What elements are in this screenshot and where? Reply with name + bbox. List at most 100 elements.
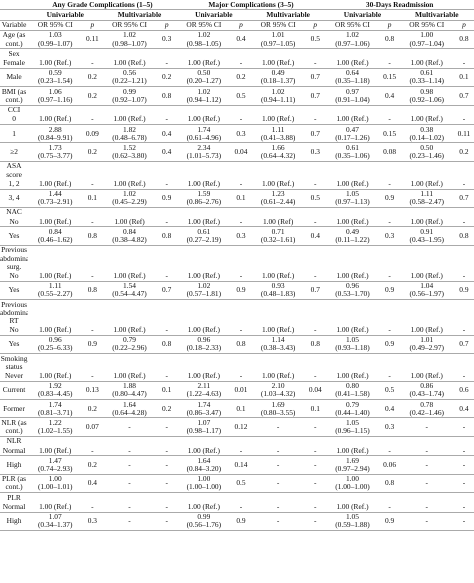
or-cell: 0.79 (0.44–1.40) — [325, 399, 380, 419]
or-cell: 0.98 (0.92–1.06) — [399, 86, 454, 106]
cell-line: 0.80 — [345, 381, 359, 391]
cell-line: 0.96 — [48, 335, 62, 345]
cell-line: 1.02 — [197, 281, 211, 291]
cell-line: 1.00 (Ref.) — [262, 114, 295, 124]
cell-line: 1.00 (Ref.) — [410, 325, 443, 334]
cell-line: 1.00 (Ref.) — [262, 371, 295, 381]
cell-line: (0.56–1.76) — [186, 520, 222, 530]
cell-line: 1.00 (Ref.) — [39, 217, 72, 226]
or-cell: 1.00 (Ref.) — [176, 271, 231, 282]
p-cell: - — [305, 455, 326, 475]
cell-line: 1.00 — [48, 474, 62, 484]
or-cell: 1.02 (0.98–1.05) — [176, 30, 231, 50]
row-label: NLR (as cont.) — [0, 417, 29, 437]
cell-line: 1.04 — [420, 281, 434, 291]
cell-line: 1.00 (Ref.) — [39, 114, 72, 124]
or-cell: 2.88 (0.84–9.91) — [28, 124, 83, 144]
cell-line: 1.11 — [48, 281, 62, 291]
or-cell: 0.96 (0.25–6.33) — [28, 335, 83, 355]
cell-line: 1.00 (Ref.) — [187, 217, 220, 226]
p-cell: - — [156, 371, 177, 382]
cell-line: 0.91 — [420, 227, 434, 237]
cell-line: (0.44–1.40) — [335, 407, 370, 417]
or-cell: 1.54 (0.54–4.47) — [102, 281, 157, 300]
empty-cell — [28, 436, 474, 446]
cell-line: (0.14–1.02) — [409, 132, 444, 142]
p-cell: 0.8 — [453, 30, 474, 50]
or-cell: 1.14 (0.38–3.43) — [251, 335, 306, 355]
or-cell: 1.06 (0.97–1.16) — [28, 86, 83, 106]
cell-line: (0.45–2.29) — [112, 197, 147, 207]
cell-line: 1.23 — [271, 189, 285, 199]
or-cell: 1.00 (Ref.) — [102, 114, 157, 126]
table-row: High 1.07 (0.34–1.37) 0.3- -0.99 (0.56–1.76) 0… — [0, 512, 474, 532]
or-cell: 1.00 (Ref.) — [399, 325, 454, 336]
cell-line: (0.97–1.05) — [260, 38, 296, 48]
cell-line: (0.11–1.22) — [335, 235, 370, 245]
p-cell: 0.8 — [379, 474, 400, 494]
or-cell: 0.99 (0.56–1.76) — [176, 512, 231, 532]
or-cell: 1.00 (Ref.) — [251, 271, 306, 282]
p-cell: 0.8 — [82, 226, 103, 246]
cell-line: (0.62–3.80) — [112, 151, 147, 161]
cell-line: 1.00 (Ref.) — [39, 502, 72, 512]
cell-line: 1.02 — [197, 86, 211, 96]
or-cell: 1.00 (Ref.) — [176, 179, 231, 190]
cell-line: 1.00 (Ref.) — [336, 371, 369, 381]
p-cell: - — [379, 325, 400, 336]
cell-line: (0.56–1.97) — [409, 289, 444, 299]
or-cell: 1.47 (0.74–2.93) — [28, 455, 83, 475]
cell-line: 1.00 (Ref.) — [187, 371, 220, 381]
table-row: Current 1.92 (0.83–4.45) 0.13 1.88 (0.80–4.47… — [0, 381, 474, 401]
p-cell: - — [453, 446, 474, 457]
p-cell: - — [82, 114, 103, 126]
p-cell: 0.8 — [156, 335, 177, 355]
or-cell: 1.02 (0.97–1.06) — [325, 30, 380, 50]
p-cell: - — [102, 417, 157, 437]
p-cell: 0.6 — [453, 381, 474, 401]
p-cell: - — [379, 114, 400, 126]
p-cell: - — [399, 502, 454, 513]
group-header: Major Complications (3–5) — [176, 0, 326, 11]
cell-line: (1.00–1.01) — [37, 482, 73, 492]
or-cell: 0.38 (0.14–1.02) — [399, 124, 454, 144]
column-header: p — [156, 20, 177, 31]
cell-line: (0.46–1.62) — [37, 235, 73, 245]
cell-line: (1.00–1.00) — [335, 482, 370, 492]
cell-line: 1.64 — [123, 399, 136, 409]
cell-line: (0.23–1.46) — [409, 151, 444, 161]
p-cell: - — [305, 179, 326, 190]
table-row: High 1.47 (0.74–2.93) 0.2- -1.64 (0.84–3.20) 0… — [0, 455, 474, 475]
cell-line: 1.00 — [345, 474, 359, 484]
cell-line: 0.96 — [197, 335, 211, 345]
table-row: Previous abdominal surg. — [0, 245, 474, 271]
cell-line: 1.02 — [123, 30, 136, 40]
p-cell: - — [230, 446, 252, 457]
or-cell: 1.44 (0.73–2.91) — [28, 189, 83, 208]
cell-line: (0.22–1.21) — [112, 76, 147, 86]
cell-line: 1.00 (Ref.) — [336, 114, 369, 124]
p-cell: 0.9 — [379, 512, 400, 532]
p-cell: - — [399, 455, 454, 475]
or-cell: 1.11 (0.58–2.47) — [399, 189, 454, 208]
cell-line: 1.00 (Ref.) — [262, 271, 295, 280]
p-cell: 0.7 — [305, 86, 326, 106]
row-label: Yes — [0, 281, 29, 300]
p-cell: - — [305, 446, 326, 457]
cell-line: 1.00 (Ref.) — [410, 58, 443, 68]
p-cell: - — [379, 271, 400, 282]
p-cell: 0.3 — [379, 417, 400, 437]
cell-line: 0.47 — [345, 124, 359, 134]
column-header: p — [379, 20, 400, 31]
cell-line: 0.50 — [420, 143, 434, 153]
or-cell: 1.00 (Ref.) — [28, 179, 83, 190]
p-cell: 0.1 — [305, 399, 326, 419]
or-cell: 1.11 (0.41–3.88) — [251, 124, 306, 144]
cell-line: 1.00 (Ref.) — [39, 446, 72, 455]
header-cell — [0, 0, 29, 11]
cell-line: 0.98 — [420, 86, 434, 96]
cell-line: 1.54 — [123, 281, 136, 291]
cell-line: 1.00 (Ref.) — [113, 325, 146, 334]
subgroup-header: Univariable — [325, 9, 400, 21]
cell-line: 1.00 (Ref.) — [113, 271, 146, 280]
